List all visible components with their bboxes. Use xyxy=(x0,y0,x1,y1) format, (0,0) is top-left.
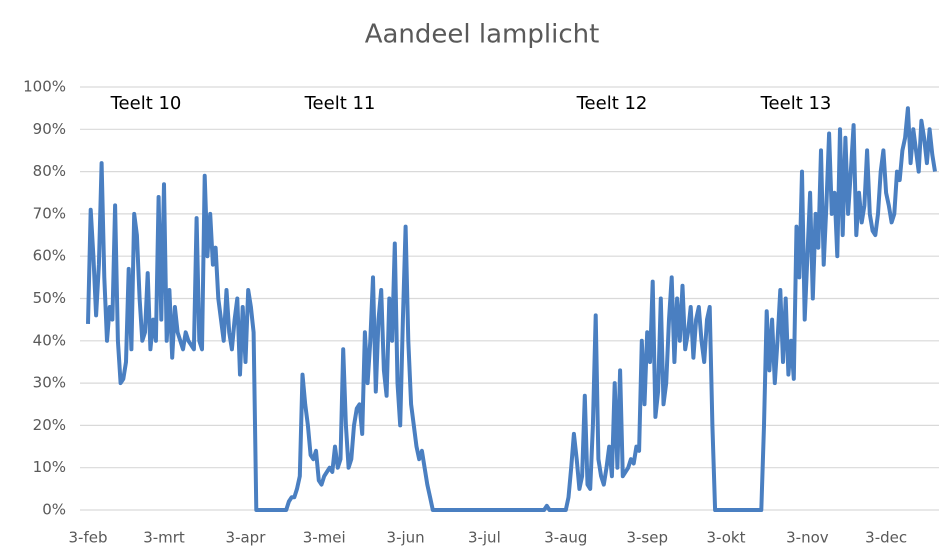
annotation: Teelt 13 xyxy=(760,93,832,114)
annotation: Teelt 11 xyxy=(304,93,376,114)
x-tick-label: 3-aug xyxy=(544,529,587,547)
x-tick-label: 3-mei xyxy=(303,529,346,547)
x-tick-label: 3-apr xyxy=(226,529,267,547)
y-tick-label: 40% xyxy=(33,331,66,349)
x-tick-label: 3-feb xyxy=(69,529,108,547)
data-line xyxy=(86,106,937,512)
y-tick-label: 70% xyxy=(33,204,66,222)
chart-title: Aandeel lamplicht xyxy=(365,20,600,50)
x-tick-label: 3-mrt xyxy=(143,529,185,547)
x-tick-label: 3-dec xyxy=(865,529,907,547)
x-tick-label: 3-jun xyxy=(387,529,425,547)
y-tick-label: 60% xyxy=(33,247,66,265)
x-tick-label: 3-nov xyxy=(786,529,829,547)
y-tick-label: 100% xyxy=(23,78,66,96)
y-tick-label: 90% xyxy=(33,120,66,138)
y-tick-label: 30% xyxy=(33,374,66,392)
x-tick-label: 3-jul xyxy=(468,529,501,547)
x-tick-label: 3-okt xyxy=(706,529,745,547)
annotation: Teelt 12 xyxy=(576,93,648,114)
y-tick-label: 50% xyxy=(33,289,66,307)
y-tick-label: 20% xyxy=(33,416,66,434)
x-tick-label: 3-sep xyxy=(626,529,668,547)
y-tick-label: 80% xyxy=(33,162,66,180)
annotation: Teelt 10 xyxy=(110,93,182,114)
y-tick-label: 10% xyxy=(33,458,66,476)
y-tick-label: 0% xyxy=(42,501,66,519)
